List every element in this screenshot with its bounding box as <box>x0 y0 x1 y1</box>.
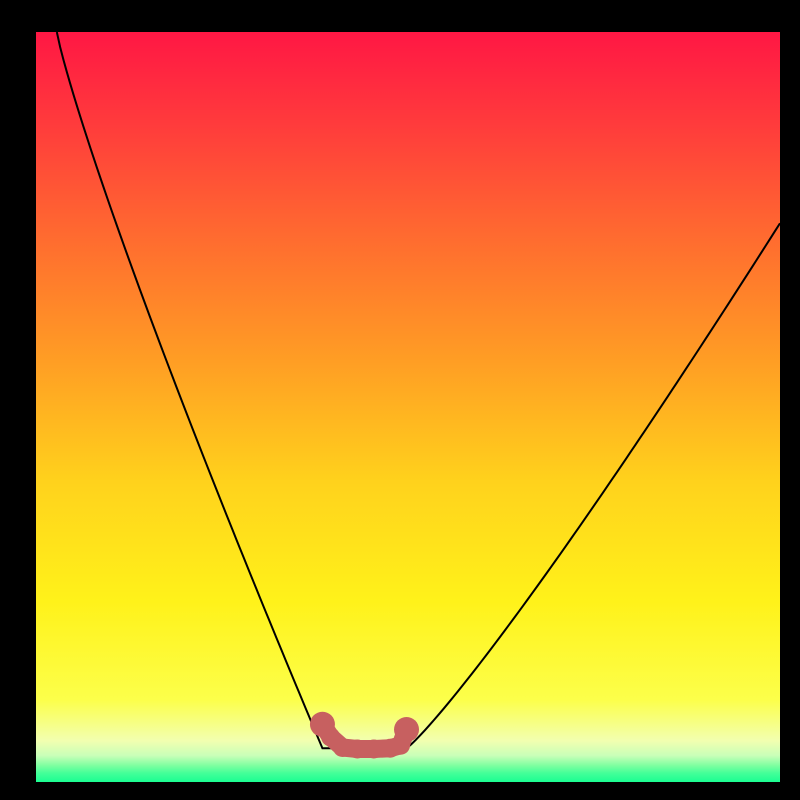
frame-left <box>0 32 36 782</box>
figure-container: TheBottleneck.com <box>0 0 800 800</box>
frame-bottom <box>0 782 800 800</box>
trough-marker-dot <box>348 740 367 759</box>
plot-svg <box>36 32 780 782</box>
gradient-background <box>36 32 780 782</box>
trough-marker-dot <box>394 717 419 742</box>
frame-right <box>780 32 800 782</box>
trough-marker-dot <box>364 740 383 759</box>
frame-top <box>0 0 800 32</box>
plot-area <box>36 32 780 782</box>
